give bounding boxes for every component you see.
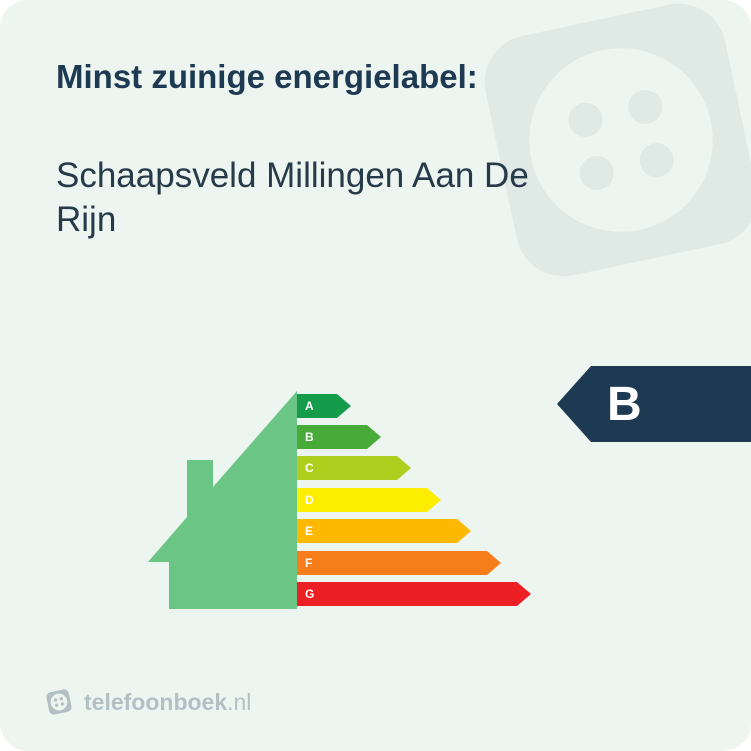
badge-letter: B (607, 377, 642, 432)
energy-bar-row: F (297, 547, 531, 578)
badge-body: B (591, 366, 751, 442)
brand-icon (44, 687, 74, 717)
brand-name-light: .nl (227, 689, 251, 715)
energy-bar-row: G (297, 578, 531, 609)
energy-bar-row: E (297, 516, 531, 547)
energy-bar-label: E (305, 519, 313, 543)
energy-bars: ABCDEFG (297, 390, 531, 610)
energy-bar: E (297, 519, 471, 543)
energy-bar-label: C (305, 456, 314, 480)
energy-bar-label: G (305, 582, 314, 606)
energy-bar: C (297, 456, 411, 480)
energy-bar: F (297, 551, 501, 575)
energy-bar: B (297, 425, 381, 449)
energy-bar-label: A (305, 394, 314, 418)
energy-bar-label: B (305, 425, 314, 449)
energy-bar-row: B (297, 421, 531, 452)
card-subtitle: Schaapsveld Millingen Aan De Rijn (56, 154, 596, 242)
energy-bar: D (297, 488, 441, 512)
brand-name-bold: telefoonboek (84, 689, 227, 715)
card-title: Minst zuinige energielabel: (56, 58, 695, 96)
rating-badge: B (557, 366, 751, 442)
energy-bar: A (297, 394, 351, 418)
footer-brand: telefoonboek.nl (44, 687, 251, 717)
energy-bar-label: D (305, 488, 314, 512)
energy-bar-row: D (297, 484, 531, 515)
energy-bar-label: F (305, 551, 312, 575)
energy-bar: G (297, 582, 531, 606)
badge-arrow (557, 366, 591, 442)
house (147, 390, 297, 610)
energy-bar-row: A (297, 390, 531, 421)
energy-label-card: Minst zuinige energielabel: Schaapsveld … (0, 0, 751, 751)
energy-bar-row: C (297, 453, 531, 484)
brand-text: telefoonboek.nl (84, 689, 251, 716)
